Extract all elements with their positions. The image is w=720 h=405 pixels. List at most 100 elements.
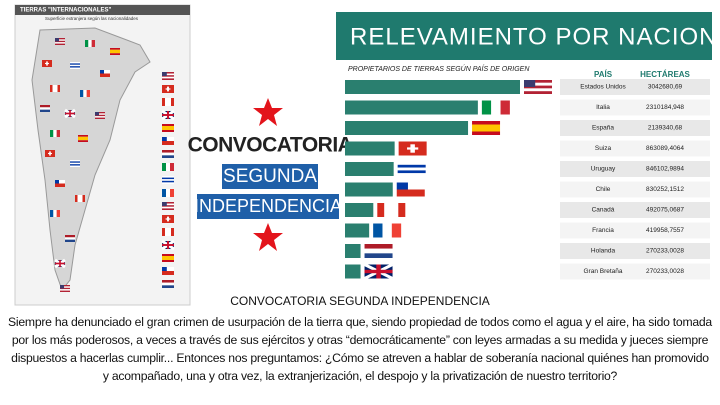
flag-part xyxy=(77,195,80,202)
category-label: Italia xyxy=(596,104,610,111)
category-label: Uruguay xyxy=(591,166,616,173)
flag-part xyxy=(55,38,65,40)
flag xyxy=(65,235,75,242)
flag xyxy=(377,203,406,217)
flag-part xyxy=(60,285,64,289)
flag-part xyxy=(162,75,174,77)
flag-part xyxy=(55,180,65,184)
flag-part xyxy=(65,235,75,238)
flag-part xyxy=(70,160,80,162)
flag-part xyxy=(391,223,402,238)
flag xyxy=(42,60,52,67)
flag-part xyxy=(364,244,393,249)
flag-part xyxy=(162,285,174,288)
flag-part xyxy=(524,82,552,86)
flag-part xyxy=(162,150,174,153)
flag-part xyxy=(70,162,80,165)
flag-part xyxy=(60,289,70,291)
flag-part xyxy=(50,85,53,92)
flag-part xyxy=(396,189,425,197)
flag-part xyxy=(162,258,174,260)
flag-part xyxy=(171,228,174,236)
flag-part xyxy=(162,267,174,271)
caption-heading: CONVOCATORIA SEGUNDA INDEPENDENCIA xyxy=(230,294,490,308)
logo-line: CONVOCATORIA xyxy=(188,134,353,157)
flag-part xyxy=(377,203,385,217)
flag-part xyxy=(162,202,174,204)
flag-part xyxy=(53,130,57,137)
flag-part xyxy=(78,138,88,141)
flag-part xyxy=(170,163,174,171)
flag xyxy=(472,121,501,135)
flag xyxy=(373,223,402,238)
flag-part xyxy=(364,248,393,254)
bar xyxy=(345,121,469,135)
flag-part xyxy=(396,182,425,190)
flag-part xyxy=(50,210,54,217)
flag-part xyxy=(55,38,59,42)
flag-part xyxy=(165,218,171,220)
flag-part xyxy=(70,161,80,163)
category-label: Francia xyxy=(592,227,614,234)
flag-part xyxy=(397,170,426,174)
flag-part xyxy=(45,62,49,65)
flag xyxy=(60,285,70,292)
category-label: Suiza xyxy=(595,145,612,152)
flag-part xyxy=(60,286,70,288)
star xyxy=(253,98,283,126)
flag-part xyxy=(70,62,80,64)
flag-part xyxy=(162,128,174,130)
flag xyxy=(70,62,80,69)
flag-part xyxy=(162,177,174,180)
flag-part xyxy=(70,66,80,68)
bar xyxy=(345,100,478,115)
flag-part xyxy=(166,163,170,171)
map-header xyxy=(15,5,190,15)
flag-part xyxy=(100,70,110,74)
flag-part xyxy=(162,254,174,256)
flag xyxy=(162,228,174,236)
flag-part xyxy=(57,85,60,92)
flag-part xyxy=(40,107,50,110)
flag-part xyxy=(95,117,105,119)
flag xyxy=(162,189,174,197)
flag-part xyxy=(524,85,552,89)
flag xyxy=(55,38,65,45)
flag-part xyxy=(162,208,174,210)
flag-part xyxy=(162,256,174,258)
flag-part xyxy=(55,43,65,45)
flag-part xyxy=(500,100,510,115)
flag-part xyxy=(60,285,70,287)
flag-part xyxy=(78,140,88,142)
flag-part xyxy=(70,64,80,67)
category-label: Holanda xyxy=(591,248,616,255)
flag-part xyxy=(391,203,399,217)
bar xyxy=(345,182,393,197)
flag-part xyxy=(397,164,426,168)
flag-part xyxy=(55,85,58,92)
flag-part xyxy=(110,49,120,52)
bar xyxy=(345,264,361,279)
flag-part xyxy=(472,128,501,132)
flag-part xyxy=(162,203,174,206)
flag xyxy=(162,176,174,184)
chart-title: RELEVAMIENTO POR NACIONALIDAD xyxy=(350,23,720,50)
category-label: Chile xyxy=(596,186,611,193)
flag-part xyxy=(524,80,536,87)
flag-part xyxy=(166,189,170,197)
flag xyxy=(162,150,174,158)
map-legend xyxy=(161,72,175,288)
row-background xyxy=(560,202,710,218)
flag-part xyxy=(170,189,174,197)
flag-part xyxy=(373,223,383,238)
flag-part xyxy=(472,131,501,135)
flag-part xyxy=(162,76,174,79)
flag xyxy=(80,90,90,97)
flag xyxy=(161,109,175,121)
flag-part xyxy=(524,88,552,92)
flag-part xyxy=(110,51,120,54)
flag-part xyxy=(65,239,75,242)
row-background xyxy=(560,222,710,239)
flag-part xyxy=(168,228,171,236)
